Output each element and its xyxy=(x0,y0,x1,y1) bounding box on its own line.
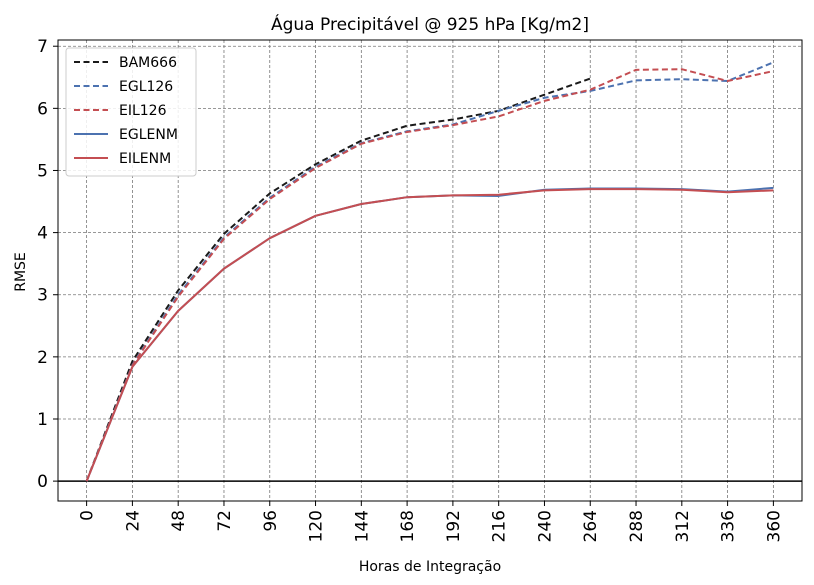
x-tick-label: 312 xyxy=(673,510,693,542)
x-tick-label: 96 xyxy=(261,510,281,532)
x-tick-label: 144 xyxy=(352,510,372,542)
y-tick-label: 5 xyxy=(37,161,48,181)
plot-frame xyxy=(57,39,803,502)
legend: BAM666 EGL126 EIL126 EGLENM EILENM xyxy=(65,47,197,177)
y-tick-label: 6 xyxy=(37,99,48,119)
x-tick-label: 192 xyxy=(444,510,464,542)
y-tick-label: 4 xyxy=(37,224,48,244)
y-tick-label: 3 xyxy=(37,286,48,306)
x-tick-label: 288 xyxy=(627,510,647,542)
x-axis-label: Horas de Integração xyxy=(359,559,501,575)
y-tick-label: 2 xyxy=(37,348,48,368)
legend-label: EGL126 xyxy=(119,79,173,95)
x-tick-label: 216 xyxy=(490,510,510,542)
x-tick-label: 264 xyxy=(581,510,601,542)
x-tick-label: 72 xyxy=(215,510,235,532)
y-tick-label: 7 xyxy=(37,37,48,57)
y-tick-label: 0 xyxy=(37,472,48,492)
y-tick-label: 1 xyxy=(37,410,48,430)
x-tick-label: 120 xyxy=(307,510,327,542)
x-tick-label: 0 xyxy=(78,510,98,521)
x-tick-label: 336 xyxy=(719,510,739,542)
x-tick-label: 240 xyxy=(535,510,555,542)
series-line-eil126 xyxy=(85,68,774,482)
chart-title: Água Precipitável @ 925 hPa [Kg/m2] xyxy=(271,13,589,35)
x-tick-label: 360 xyxy=(764,510,784,542)
legend-box xyxy=(65,47,197,177)
legend-label: EILENM xyxy=(119,151,171,167)
series-line-eilenm xyxy=(85,188,774,482)
legend-label: EIL126 xyxy=(119,103,167,119)
legend-label: EGLENM xyxy=(119,127,178,143)
series-line-egl126 xyxy=(85,61,774,482)
y-axis-label: RMSE xyxy=(13,252,29,292)
x-tick-label: 168 xyxy=(398,510,418,542)
x-tick-label: 48 xyxy=(169,510,189,532)
x-axis-ticks: 0 24 48 72 96 120 144 168 192 216 240 264 288 312 336 3… xyxy=(78,501,784,542)
x-tick-label: 24 xyxy=(123,510,143,532)
series-line-eglenm xyxy=(85,186,774,482)
series-group xyxy=(85,61,774,482)
y-axis-ticks: 0 1 2 3 4 5 6 7 xyxy=(37,37,58,492)
legend-label: BAM666 xyxy=(119,55,177,71)
